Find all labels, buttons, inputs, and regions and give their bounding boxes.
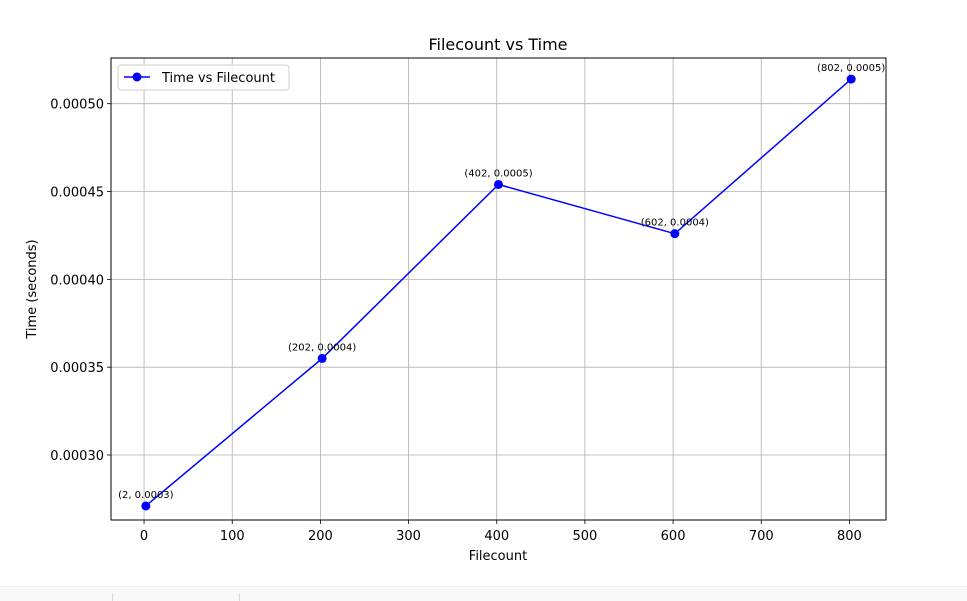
x-tick-label: 200	[308, 529, 333, 544]
y-tick-label: 0.00030	[50, 449, 104, 464]
grid	[111, 58, 886, 520]
data-point-label: (2, 0.0003)	[118, 490, 174, 501]
y-tick-label: 0.00035	[50, 361, 104, 376]
x-tick-label: 0	[140, 529, 148, 544]
y-tick-label: 0.00050	[50, 98, 104, 113]
toolbar-divider	[239, 593, 240, 601]
x-tick-label: 500	[572, 529, 597, 544]
data-point	[494, 179, 503, 189]
data-point-label: (402, 0.0005)	[464, 168, 532, 179]
x-tick-label: 800	[837, 529, 862, 544]
data-series: (2, 0.0003) (202, 0.0004) (402, 0.0005) (60…	[118, 63, 885, 511]
chart-title: Filecount vs Time	[428, 35, 567, 54]
data-point-label: (802, 0.0005)	[817, 63, 885, 74]
plot-area	[111, 58, 886, 520]
data-point-label: (602, 0.0004)	[641, 218, 709, 229]
data-point	[670, 229, 680, 239]
bottom-toolbar-strip	[0, 586, 967, 601]
data-point	[846, 74, 856, 84]
y-tick-label: 0.00040	[50, 273, 104, 288]
x-tick-label: 700	[749, 529, 774, 544]
legend-frame	[117, 64, 290, 91]
x-tick-label: 600	[661, 529, 686, 544]
x-tick-label: 100	[220, 529, 245, 544]
legend-marker-swatch	[132, 72, 142, 82]
data-point	[317, 353, 327, 363]
chart-figure: Filecount vs Time Filecount Time (second…	[25, 35, 887, 564]
legend: Time vs Filecount	[117, 64, 290, 91]
data-point-label: (202, 0.0004)	[288, 342, 356, 353]
toolbar-divider	[112, 593, 113, 601]
x-tick-label: 400	[484, 529, 509, 544]
axes-frame	[110, 57, 887, 521]
legend-label: Time vs Filecount	[161, 71, 275, 86]
x-tick-label: 300	[396, 529, 421, 544]
y-tick-label: 0.00045	[50, 186, 104, 201]
line-chart: Filecount vs Time Filecount Time (second…	[25, 35, 887, 564]
axes: 0 100 200 300 400 500 600 700 800 0.00030 0.00035 0…	[50, 57, 887, 544]
data-point	[141, 501, 151, 511]
x-axis-label: Filecount	[469, 549, 527, 564]
y-axis-label: Time (seconds)	[25, 239, 40, 339]
